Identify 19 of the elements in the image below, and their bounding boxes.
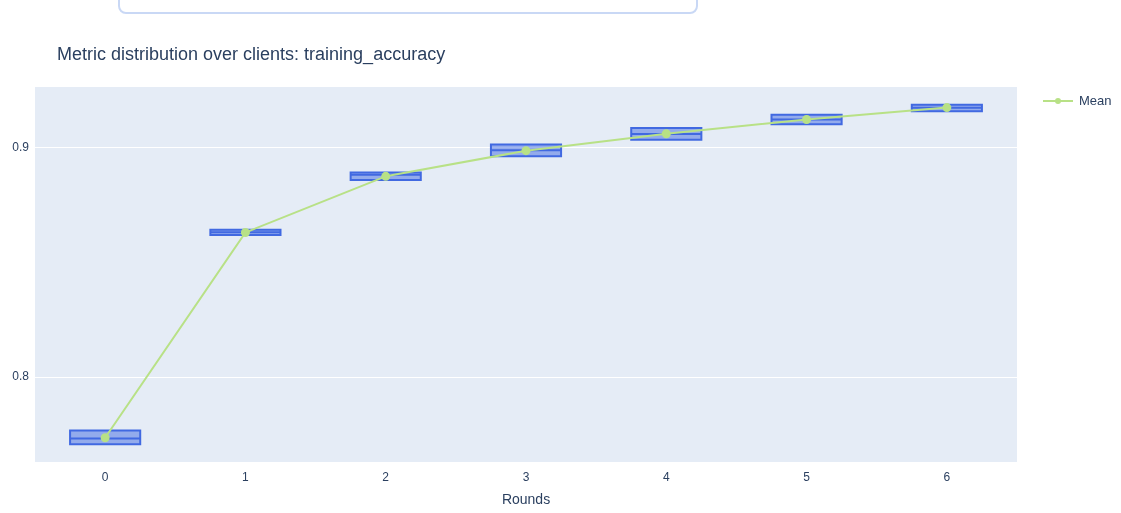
x-tick-label: 5 — [803, 469, 811, 484]
x-axis-title: Rounds — [501, 491, 551, 508]
chart-title: Metric distribution over clients: training_accuracy — [57, 43, 446, 65]
legend-label: Mean — [1079, 92, 1112, 108]
point — [240, 227, 250, 237]
point — [381, 171, 391, 181]
point — [521, 146, 531, 156]
x-tick-label: 2 — [382, 469, 390, 484]
point — [100, 433, 110, 443]
x-tick-label: 0 — [101, 469, 109, 484]
x-tick-label: 4 — [662, 469, 670, 484]
y-tick-label: 0.8 — [12, 369, 30, 384]
point — [661, 129, 671, 139]
x-tick-label: 1 — [242, 469, 250, 484]
x-tick-label: 6 — [943, 469, 951, 484]
point — [942, 103, 952, 113]
point — [802, 115, 812, 125]
x-tick-label: 3 — [522, 469, 530, 484]
y-tick-label: 0.9 — [12, 140, 30, 155]
